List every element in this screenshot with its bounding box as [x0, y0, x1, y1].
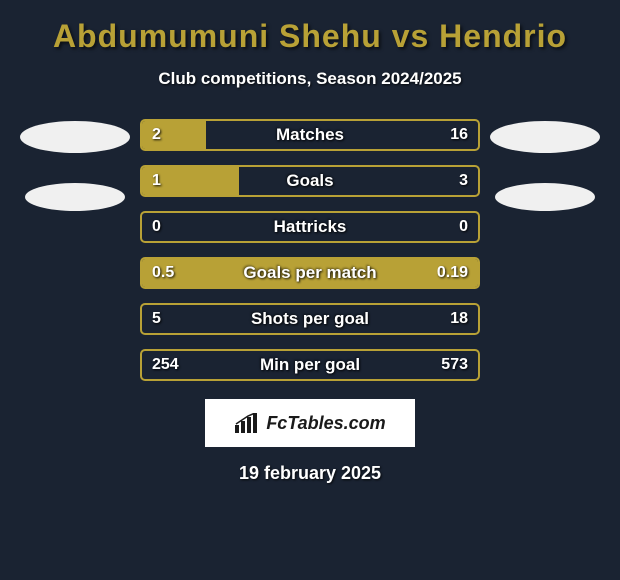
stats-bars-column: 2 Matches 16 1 Goals 3 0 Hattricks 0 0.5 Goals per…: [140, 119, 480, 381]
stat-value-right: 573: [441, 356, 468, 374]
stat-value-left: 0.5: [152, 264, 174, 282]
stat-value-right: 18: [450, 310, 468, 328]
player-avatar-right-1: [490, 121, 600, 153]
stat-value-left: 5: [152, 310, 161, 328]
branding-text: FcTables.com: [266, 413, 385, 434]
stat-bar: 5 Shots per goal 18: [140, 303, 480, 335]
stat-bar: 0.5 Goals per match 0.19: [140, 257, 480, 289]
comparison-area: 2 Matches 16 1 Goals 3 0 Hattricks 0 0.5 Goals per…: [20, 119, 600, 381]
stat-bar: 1 Goals 3: [140, 165, 480, 197]
stat-label: Matches: [276, 125, 344, 145]
stat-value-left: 254: [152, 356, 179, 374]
stat-bar: 0 Hattricks 0: [140, 211, 480, 243]
stat-value-left: 1: [152, 172, 161, 190]
stat-label: Hattricks: [274, 217, 347, 237]
comparison-title: Abdumumuni Shehu vs Hendrio: [20, 18, 600, 55]
bar-chart-icon: [234, 413, 260, 433]
player-avatar-right-2: [495, 183, 595, 211]
stat-label: Goals: [286, 171, 333, 191]
stat-bar: 2 Matches 16: [140, 119, 480, 151]
branding-badge: FcTables.com: [205, 399, 415, 447]
stat-value-left: 0: [152, 218, 161, 236]
stat-label: Shots per goal: [251, 309, 369, 329]
stat-value-right: 16: [450, 126, 468, 144]
stat-value-right: 0.19: [437, 264, 468, 282]
left-avatar-column: [20, 119, 130, 211]
stat-bar: 254 Min per goal 573: [140, 349, 480, 381]
player-avatar-left-2: [25, 183, 125, 211]
right-avatar-column: [490, 119, 600, 211]
stat-value-right: 0: [459, 218, 468, 236]
stat-value-left: 2: [152, 126, 161, 144]
date-footer: 19 february 2025: [20, 463, 600, 484]
stat-label: Goals per match: [243, 263, 376, 283]
player-avatar-left-1: [20, 121, 130, 153]
stat-label: Min per goal: [260, 355, 360, 375]
comparison-subtitle: Club competitions, Season 2024/2025: [20, 69, 600, 89]
stat-value-right: 3: [459, 172, 468, 190]
